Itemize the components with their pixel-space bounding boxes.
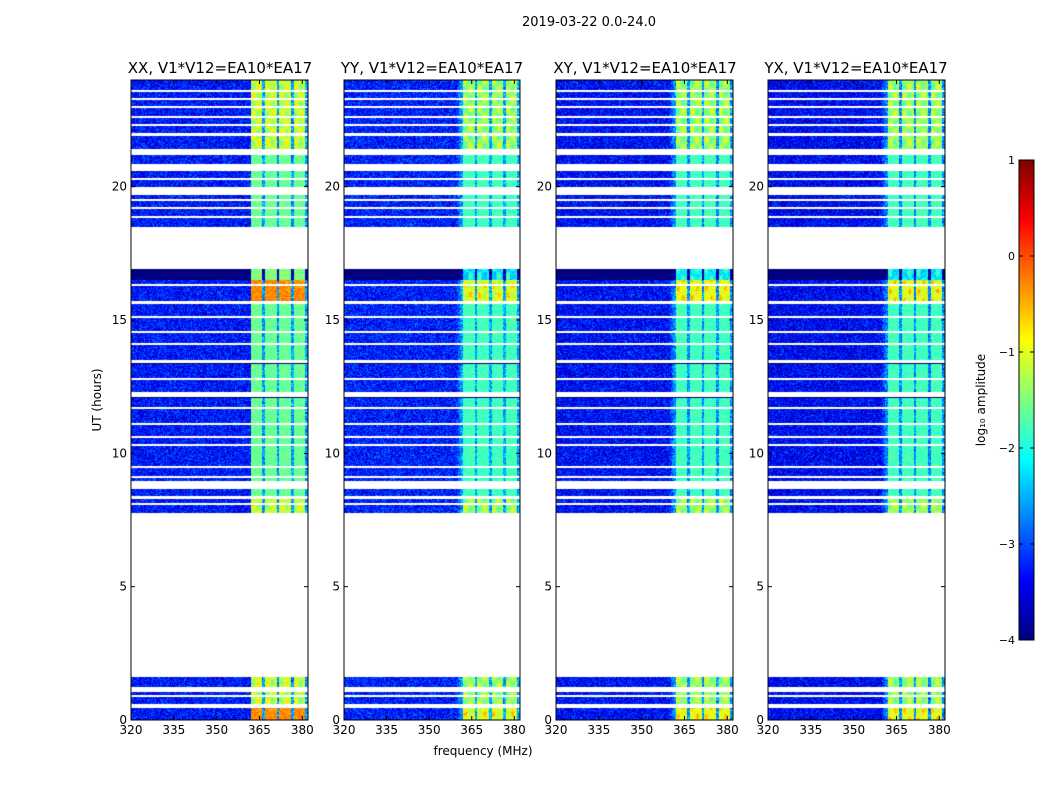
panel-title-yx: YX, V1*V12=EA10*EA17 (763, 59, 947, 77)
x-tick-label: 320 (120, 723, 143, 737)
x-tick-label: 335 (162, 723, 185, 737)
x-axis-label: frequency (MHz) (433, 744, 532, 758)
y-axis-label: UT (hours) (90, 368, 104, 431)
panel-frame-yx (767, 79, 946, 721)
colorbar-tick-label: −3 (999, 538, 1015, 551)
colorbar-tick-label: −2 (999, 442, 1015, 455)
y-tick-label: 0 (756, 713, 764, 727)
y-tick-label: 0 (332, 713, 340, 727)
x-tick-label: 365 (673, 723, 696, 737)
y-tick-label: 10 (112, 446, 127, 460)
panel-frame-yy (343, 79, 521, 721)
x-tick-label: 365 (460, 723, 483, 737)
colorbar-frame (1018, 159, 1035, 641)
panel-xy: XY, V1*V12=EA10*EA17 320 335 350 365 380 0 5 1… (537, 59, 739, 737)
colorbar-tick-label: −4 (999, 634, 1015, 647)
x-tick-label: 365 (248, 723, 271, 737)
y-tick-label: 0 (544, 713, 552, 727)
x-ticks-yx: 320 335 350 365 380 (757, 80, 951, 737)
x-tick-label: 335 (587, 723, 610, 737)
x-tick-label: 380 (716, 723, 739, 737)
y-tick-label: 20 (112, 180, 127, 194)
spectrogram-image-xx (131, 80, 308, 720)
y-tick-label: 10 (325, 446, 340, 460)
spectrogram-image-yx (768, 80, 945, 720)
y-tick-label: 5 (544, 580, 552, 594)
colorbar-ticks: −4 −3 −2 −1 0 1 (999, 154, 1034, 647)
figure-suptitle: 2019-03-22 0.0-24.0 (522, 15, 656, 30)
x-ticks-xx: 320 335 350 365 380 (120, 80, 314, 737)
x-tick-label: 380 (928, 723, 951, 737)
y-ticks-xx: 0 5 10 15 20 (112, 180, 308, 727)
x-tick-label: 335 (375, 723, 398, 737)
y-ticks-yx: 0 5 10 15 20 (749, 180, 945, 727)
y-tick-label: 15 (112, 313, 127, 327)
y-tick-label: 10 (749, 446, 764, 460)
y-tick-label: 0 (119, 713, 127, 727)
x-ticks-xy: 320 335 350 365 380 (545, 80, 739, 737)
colorbar-label: log₁₀ amplitude (974, 354, 988, 446)
x-tick-label: 320 (757, 723, 780, 737)
colorbar-tick-label: −1 (999, 346, 1015, 359)
spectrogram-image-yy (344, 80, 520, 720)
panel-title-yy: YY, V1*V12=EA10*EA17 (340, 59, 523, 77)
x-tick-label: 350 (842, 723, 865, 737)
y-ticks-yy: 0 5 10 15 20 (325, 180, 520, 727)
y-tick-label: 5 (119, 580, 127, 594)
colorbar: −4 −3 −2 −1 0 1 log₁₀ amplitude (974, 154, 1035, 647)
spectrogram-image-xy (556, 80, 733, 720)
x-tick-label: 350 (205, 723, 228, 737)
y-tick-label: 20 (749, 180, 764, 194)
x-tick-label: 350 (630, 723, 653, 737)
colorbar-tick-label: 1 (1008, 154, 1015, 167)
y-tick-label: 15 (325, 313, 340, 327)
y-tick-label: 15 (537, 313, 552, 327)
colorbar-image (1019, 160, 1034, 640)
x-tick-label: 380 (291, 723, 314, 737)
y-tick-label: 15 (749, 313, 764, 327)
panel-xx: XX, V1*V12=EA10*EA17 320 335 350 365 380 0 5 1… (112, 59, 314, 737)
panel-frame-xx (130, 79, 309, 721)
panel-yy: YY, V1*V12=EA10*EA17 320 335 350 365 380 0 5 1… (325, 59, 526, 737)
y-tick-label: 5 (332, 580, 340, 594)
panel-title-xy: XY, V1*V12=EA10*EA17 (553, 59, 736, 77)
x-tick-label: 365 (885, 723, 908, 737)
y-tick-label: 20 (325, 180, 340, 194)
x-tick-label: 320 (545, 723, 568, 737)
y-ticks-xy: 0 5 10 15 20 (537, 180, 733, 727)
x-tick-label: 350 (418, 723, 441, 737)
panel-title-xx: XX, V1*V12=EA10*EA17 (128, 59, 312, 77)
x-ticks-yy: 320 335 350 365 380 (333, 80, 526, 737)
x-tick-label: 335 (799, 723, 822, 737)
y-tick-label: 10 (537, 446, 552, 460)
x-tick-label: 380 (503, 723, 526, 737)
panel-yx: YX, V1*V12=EA10*EA17 320 335 350 365 380 0 5 1… (749, 59, 951, 737)
x-tick-label: 320 (333, 723, 356, 737)
panel-frame-xy (555, 79, 734, 721)
y-tick-label: 5 (756, 580, 764, 594)
colorbar-tick-label: 0 (1008, 250, 1015, 263)
y-tick-label: 20 (537, 180, 552, 194)
